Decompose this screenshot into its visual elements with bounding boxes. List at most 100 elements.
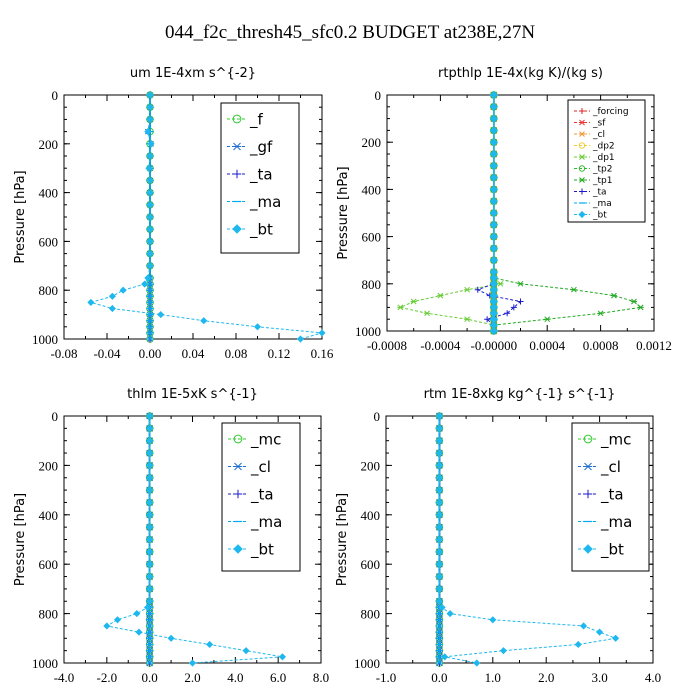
x-tick-label: 4.0 (645, 670, 661, 685)
data-point (435, 523, 443, 531)
chart-panel-4: rtm 1E-8xkg kg^{-1} s^{-1} Pressure [hPa]… (335, 387, 661, 685)
data-point (580, 622, 588, 630)
data-point (435, 572, 443, 581)
x-tick-label: -0.08 (50, 346, 77, 361)
y-tick-label: 600 (362, 230, 382, 245)
legend-box (571, 422, 650, 572)
data-point (473, 659, 481, 667)
y-tick-label: 1000 (32, 332, 58, 347)
data-point (143, 603, 152, 611)
data-point (435, 461, 443, 469)
data-point (200, 317, 208, 325)
data-point (144, 128, 152, 136)
data-point (146, 225, 154, 233)
y-tick-label: 1000 (354, 656, 380, 671)
x-tick-label: 0.12 (268, 346, 291, 361)
legend-label: _bt (249, 220, 273, 239)
legend-label: _ta (592, 188, 607, 198)
legend-label: _f (249, 110, 264, 129)
series-group (87, 91, 326, 343)
legend-marker (233, 544, 243, 554)
data-point (435, 437, 443, 445)
data-point (410, 298, 417, 305)
data-point (397, 304, 404, 311)
legend-label: _mc (600, 430, 631, 449)
legend-label: _bt (600, 540, 624, 559)
data-point (296, 335, 305, 343)
data-point (489, 138, 498, 147)
x-tick-label: 0.04 (182, 346, 205, 361)
data-point (489, 126, 498, 135)
data-point (435, 449, 443, 457)
legend: _mc _cl _ta _ma _bt (221, 422, 301, 572)
data-point (489, 185, 498, 194)
data-point (489, 161, 498, 170)
data-point (504, 310, 511, 317)
legend-label: _tp2 (592, 165, 612, 175)
series-group (397, 90, 644, 336)
legend: _forcing _sf_cl _dp2_dp1 _tp2_tp1 _ta_ma _bt (567, 99, 646, 223)
data-point (610, 292, 617, 299)
data-point (146, 424, 154, 432)
data-point (489, 90, 498, 100)
legend-label: _cl (592, 130, 605, 140)
data-point (141, 280, 149, 288)
data-point (146, 412, 154, 420)
legend-marker (579, 177, 585, 183)
legend-label: _cl (250, 458, 271, 477)
data-point (497, 280, 504, 287)
series-line-dp1 (398, 95, 502, 331)
legend-label: _dp1 (592, 153, 615, 163)
y-tick-label: 800 (361, 607, 381, 622)
data-point (167, 634, 175, 642)
data-point (108, 292, 116, 300)
legend-marker (232, 169, 242, 179)
y-tick-label: 200 (39, 458, 59, 473)
data-point (146, 262, 154, 270)
legend-label: _gf (249, 138, 273, 157)
legend-marker (583, 462, 593, 471)
data-point (441, 653, 449, 661)
y-tick-label: 800 (39, 283, 59, 298)
legend-box (221, 422, 301, 572)
y-tick-label: 400 (362, 182, 382, 197)
data-point (435, 474, 443, 482)
legend-marker (583, 544, 593, 554)
data-point (435, 511, 443, 519)
data-point (574, 640, 582, 649)
data-point (146, 437, 154, 445)
data-point (435, 498, 443, 507)
x-tick-label: 0.00 (139, 346, 162, 361)
data-point (146, 486, 154, 494)
legend-marker (233, 489, 243, 499)
data-point (146, 189, 154, 197)
data-point (499, 647, 508, 655)
x-tick-label: 2.0 (538, 670, 554, 685)
data-point (489, 197, 498, 206)
x-tick-label: -2.0 (97, 670, 118, 685)
x-tick-label: -4.0 (54, 670, 75, 685)
x-tick-label: 8.0 (313, 670, 329, 685)
data-point (157, 311, 165, 319)
data-point (489, 256, 498, 265)
data-point (188, 659, 197, 667)
data-point (435, 597, 443, 605)
x-tick-label: 1.0 (485, 670, 501, 685)
data-point (147, 140, 155, 148)
legend-label: _ma (250, 513, 282, 532)
panel-title: um 1E-4xm s^{-2} (130, 66, 256, 81)
data-point (446, 610, 454, 618)
x-tick-label: -0.0008 (367, 338, 407, 353)
data-point (253, 323, 262, 331)
data-point (318, 329, 326, 337)
legend-marker (578, 142, 586, 149)
data-point (489, 616, 497, 624)
series-group (435, 412, 620, 667)
data-point (489, 244, 498, 253)
data-point (146, 115, 154, 123)
data-point (146, 176, 154, 184)
data-point (437, 292, 444, 299)
x-tick-label: 0.0004 (529, 338, 565, 353)
legend-marker (233, 434, 243, 444)
